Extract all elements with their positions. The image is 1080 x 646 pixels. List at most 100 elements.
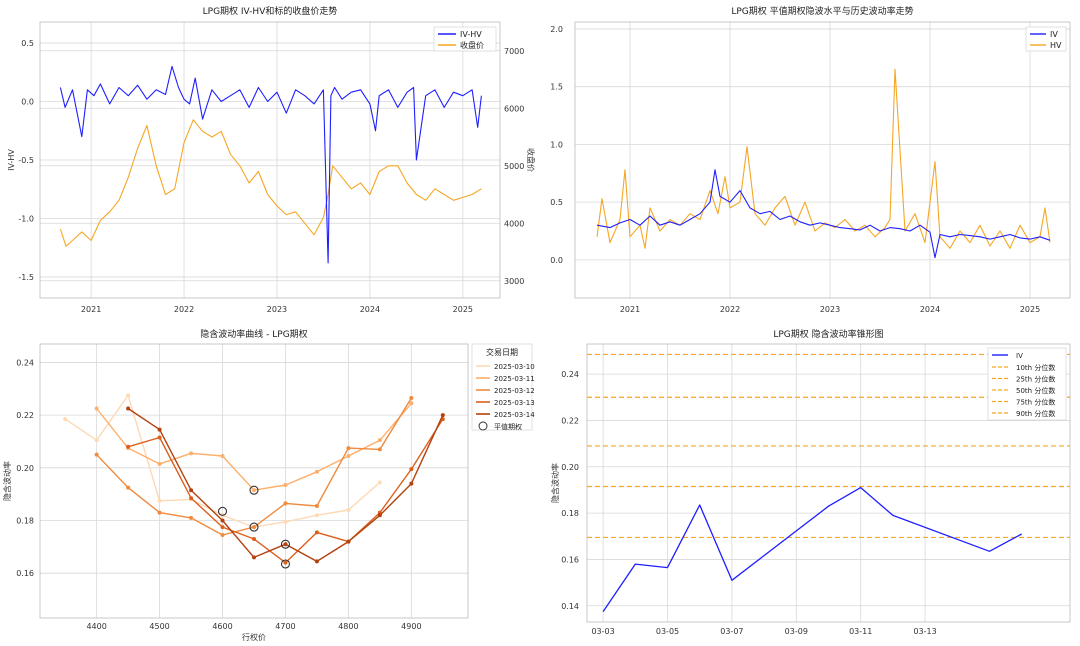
c3-point-2025-03-14 [409,481,414,486]
c4-ytick-label: 0.14 [561,602,579,611]
c3-legend-label-2025-03-10: 2025-03-10 [494,363,535,371]
c1-y2tick-label: 6000 [504,104,524,113]
c3-xtick-label: 4400 [86,622,106,631]
c3-point-2025-03-12 [157,510,162,515]
c2-xtick-label: 2024 [920,305,940,314]
c1-legend-box [433,26,497,52]
c4-ytick-label: 0.18 [561,509,579,518]
c3-point-2025-03-13 [252,536,256,541]
c4-legend-label-percentile: 25th 分位数 [1016,375,1055,384]
c1-y2tick-label: 7000 [504,47,524,56]
c3-point-2025-03-11 [94,406,99,411]
c3-point-2025-03-12 [220,533,225,538]
c4-legend-label-percentile: 75th 分位数 [1016,398,1055,407]
c2-ytick-label: 0.5 [550,198,563,207]
c1-xtick-label: 2022 [174,305,194,314]
c4-xtick-label: 03-13 [913,627,936,636]
c3-legend-label-atm: 平值期权 [494,422,522,431]
c3-point-2025-03-10 [126,393,131,398]
c1-frame [39,21,501,299]
c1-y2tick-label: 5000 [504,162,524,171]
c3-point-2025-03-11 [252,488,256,493]
c3-point-2025-03-10 [346,507,351,512]
c4-xtick-label: 03-11 [849,627,872,636]
c4-legend-label-iv: IV [1016,352,1023,360]
c3-legend-swatch-atm [478,421,488,431]
c3-legend-box [471,343,533,431]
c2-ytick-label: 2.0 [550,25,563,34]
c3-ylabel: 隐含波动率 [2,461,12,501]
c3-point-2025-03-14 [157,427,162,432]
c4-xtick-label: 03-07 [720,627,743,636]
c3-point-2025-03-14 [220,518,225,523]
c2-frame [574,21,1071,299]
c3-point-2025-03-11 [409,401,414,406]
c4-ylabel: 隐含波动率 [550,463,560,503]
c2-legend-box [1025,26,1067,52]
c3-point-2025-03-13 [189,496,194,501]
c4-ytick-label: 0.16 [561,555,579,564]
c3-xlabel: 行权价 [242,632,266,642]
c3-point-2025-03-14 [314,559,319,564]
c4-xtick-label: 03-03 [591,627,614,636]
c1-xtick-label: 2023 [267,305,287,314]
c3-ytick-label: 0.24 [16,358,34,367]
c3-point-2025-03-12 [189,515,194,520]
c3-xtick-label: 4600 [212,622,232,631]
c3-atm-marker [249,522,259,532]
c4-legend-label-percentile: 10th 分位数 [1016,363,1055,372]
c3-point-2025-03-13 [283,560,288,565]
c3-ytick-label: 0.16 [16,569,34,578]
c4-legend-label-percentile: 90th 分位数 [1016,409,1055,418]
c3-point-2025-03-11 [346,453,351,458]
c3-point-2025-03-14 [440,413,445,418]
c3-point-2025-03-11 [314,469,319,474]
c4-ytick-label: 0.22 [561,416,579,425]
c2-series-hv-line [596,68,1051,249]
c3-point-2025-03-10 [94,438,99,443]
c3-xtick-label: 4700 [275,622,295,631]
c2-ytick-label: 0.0 [550,256,563,265]
c2-xtick-label: 2025 [1020,305,1040,314]
c3-point-2025-03-14 [346,539,351,544]
c3-point-2025-03-13 [157,435,162,440]
c3-point-2025-03-13 [409,467,414,472]
c4-xtick-label: 03-09 [785,627,808,636]
c3-title: 隐含波动率曲线 - LPG期权 [200,328,307,340]
c3-point-2025-03-14 [252,555,256,560]
c3-point-2025-03-12 [283,501,288,506]
c3-legend-label-2025-03-11: 2025-03-11 [494,375,535,383]
c4-xtick-label: 03-05 [656,627,679,636]
c2-legend-label-iv: IV [1050,30,1058,39]
c1-xtick-label: 2021 [81,305,101,314]
c1-ytick-label: -1.5 [18,273,34,282]
c3-point-2025-03-14 [377,513,382,518]
c2-xtick-label: 2021 [620,305,640,314]
c3-point-2025-03-11 [157,461,162,466]
c3-legend-title: 交易日期 [486,347,518,357]
c4-title: LPG期权 隐含波动率锥形图 [773,328,883,340]
c3-atm-marker [280,559,291,569]
c3-ytick-label: 0.18 [16,517,34,526]
c4-ytick-label: 0.20 [561,463,579,472]
c1-series-ivhv-line [59,65,482,264]
c3-point-2025-03-11 [377,438,382,443]
c1-y2label: 收盘价 [526,148,536,172]
c3-point-2025-03-10 [283,519,288,524]
c3-point-2025-03-10 [63,417,68,422]
c1-ylabel: IV-HV [7,149,16,171]
c3-point-2025-03-12 [126,485,131,490]
c3-point-2025-03-12 [346,446,351,451]
c3-point-2025-03-14 [126,406,131,411]
c1-y2tick-label: 3000 [504,277,524,286]
c3-ytick-label: 0.20 [16,464,34,473]
c1-legend-label-close: 收盘价 [460,40,484,50]
c4-frame [586,343,1071,623]
c3-point-2025-03-13 [126,444,131,449]
c4-legend-box [987,347,1067,421]
c3-point-2025-03-11 [283,482,288,487]
c1-xtick-label: 2025 [453,305,473,314]
c3-xtick-label: 4900 [401,622,421,631]
c3-xtick-label: 4800 [338,622,358,631]
